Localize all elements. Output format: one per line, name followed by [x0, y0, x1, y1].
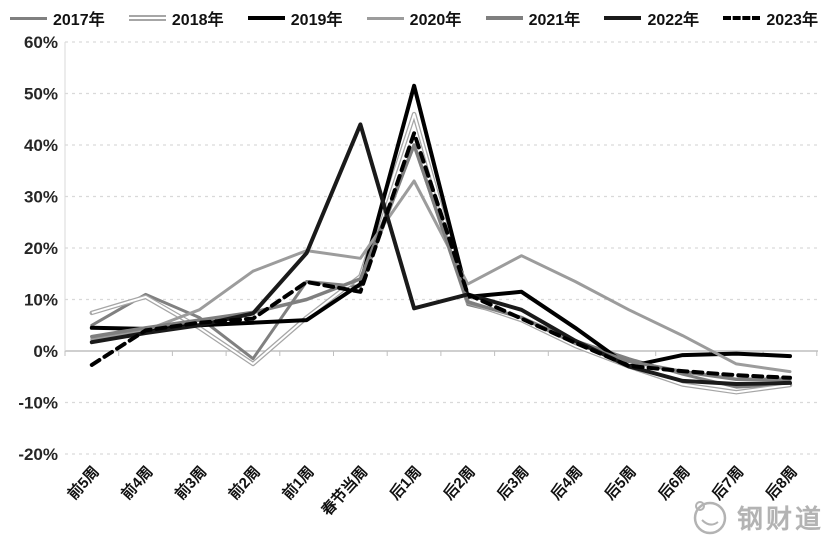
series-line-inner-2018	[91, 113, 791, 394]
legend-line-swatch	[485, 16, 523, 20]
legend-label: 2022年	[647, 12, 700, 29]
x-tick-label: 后1周	[387, 463, 425, 503]
legend-label: 2021年	[528, 12, 581, 29]
legend-item-2022: 2022年	[604, 6, 699, 30]
series-line-2022	[89, 122, 792, 386]
y-tick-label: 50%	[24, 85, 58, 104]
x-tick-label: 前4周	[117, 463, 156, 504]
y-tick-label: 60%	[24, 33, 58, 52]
x-tick-label: 后4周	[548, 463, 586, 503]
y-tick-label: 10%	[24, 291, 58, 310]
watermark-logo-icon	[693, 501, 727, 535]
y-tick-label: 0%	[33, 342, 58, 361]
watermark-text: 钢财道	[737, 504, 824, 534]
legend-item-2018: 2018年	[128, 6, 224, 30]
legend-label: 2017年	[53, 12, 105, 29]
watermark-logo-ear-icon	[695, 501, 705, 511]
legend-line-swatch	[10, 16, 47, 20]
legend-line-swatch	[128, 15, 166, 21]
legend-item-2019: 2019年	[247, 6, 343, 30]
y-tick-label: -10%	[18, 394, 58, 413]
x-tick-label: 后3周	[494, 463, 532, 503]
y-tick-label: 40%	[24, 136, 58, 155]
x-tick-label: 前2周	[225, 463, 264, 504]
series-line-2020	[90, 179, 792, 374]
legend-line-swatch	[247, 16, 285, 20]
legend-item-2020: 2020年	[366, 6, 462, 30]
x-tick-label: 后6周	[655, 463, 693, 503]
legend-line-swatch	[366, 16, 404, 20]
x-tick-label: 后7周	[709, 463, 747, 503]
x-tick-label: 前1周	[279, 463, 318, 504]
x-tick-label: 前3周	[171, 463, 210, 504]
chart-legend: 2017年 2018年 2019年 2020年 2021年 2022年 2023年	[0, 6, 828, 30]
legend-label: 2023年	[766, 12, 818, 29]
legend-label: 2018年	[171, 12, 224, 29]
y-tick-label: 30%	[24, 188, 58, 207]
legend-line-swatch	[723, 16, 761, 20]
x-tick-label: 后5周	[602, 463, 640, 503]
x-tick-label: 春节当周	[318, 463, 372, 520]
y-tick-label: 20%	[24, 239, 58, 258]
legend-label: 2020年	[409, 12, 462, 29]
legend-label: 2019年	[290, 12, 343, 29]
watermark-logo-mouth-icon	[701, 519, 719, 526]
series-line-2021	[90, 143, 792, 382]
y-tick-label: -20%	[18, 445, 58, 464]
legend-line-swatch	[604, 16, 642, 20]
series-line-2023	[89, 131, 792, 380]
x-tick-label: 前5周	[64, 463, 103, 504]
legend-item-2021: 2021年	[485, 6, 581, 30]
legend-item-2023: 2023年	[723, 6, 818, 30]
x-tick-label: 后2周	[440, 463, 478, 503]
legend-item-2017: 2017年	[10, 6, 105, 30]
x-tick-label: 后8周	[763, 463, 801, 503]
